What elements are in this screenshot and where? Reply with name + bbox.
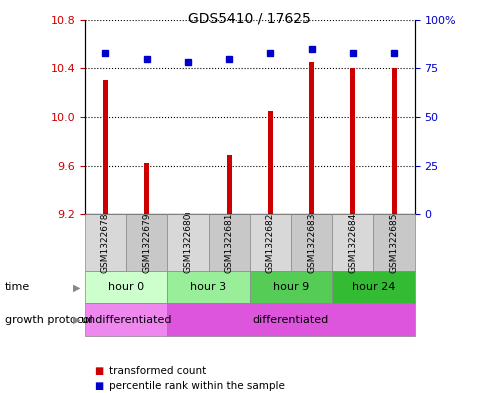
Bar (349, 68, 355, 214)
Text: GSM1322685: GSM1322685 (389, 213, 398, 273)
Bar (391, 68, 396, 214)
Text: hour 3: hour 3 (190, 282, 226, 292)
Bar (185, 213, 190, 214)
Text: hour 0: hour 0 (108, 282, 144, 292)
Text: hour 9: hour 9 (272, 282, 308, 292)
Text: ▶: ▶ (73, 282, 80, 292)
Text: GSM1322682: GSM1322682 (265, 213, 274, 273)
Text: GSM1322680: GSM1322680 (183, 213, 192, 273)
Text: ▶: ▶ (73, 314, 80, 325)
Text: GSM1322683: GSM1322683 (306, 213, 316, 273)
Bar (103, 81, 108, 214)
Text: growth protocol: growth protocol (5, 314, 92, 325)
Text: ■: ■ (94, 381, 104, 391)
Bar (144, 163, 149, 214)
Text: transformed count: transformed count (109, 366, 206, 376)
Text: GSM1322684: GSM1322684 (348, 213, 357, 273)
Bar (226, 154, 231, 214)
Text: differentiated: differentiated (252, 314, 329, 325)
Text: time: time (5, 282, 30, 292)
Text: ■: ■ (94, 366, 104, 376)
Text: GSM1322679: GSM1322679 (142, 213, 151, 273)
Text: GSM1322681: GSM1322681 (224, 213, 233, 273)
Bar (308, 62, 314, 214)
Text: undifferentiated: undifferentiated (81, 314, 171, 325)
Bar (267, 111, 272, 214)
Text: GSM1322678: GSM1322678 (101, 213, 110, 273)
Text: percentile rank within the sample: percentile rank within the sample (109, 381, 285, 391)
Text: GDS5410 / 17625: GDS5410 / 17625 (188, 12, 311, 26)
Text: hour 24: hour 24 (351, 282, 394, 292)
